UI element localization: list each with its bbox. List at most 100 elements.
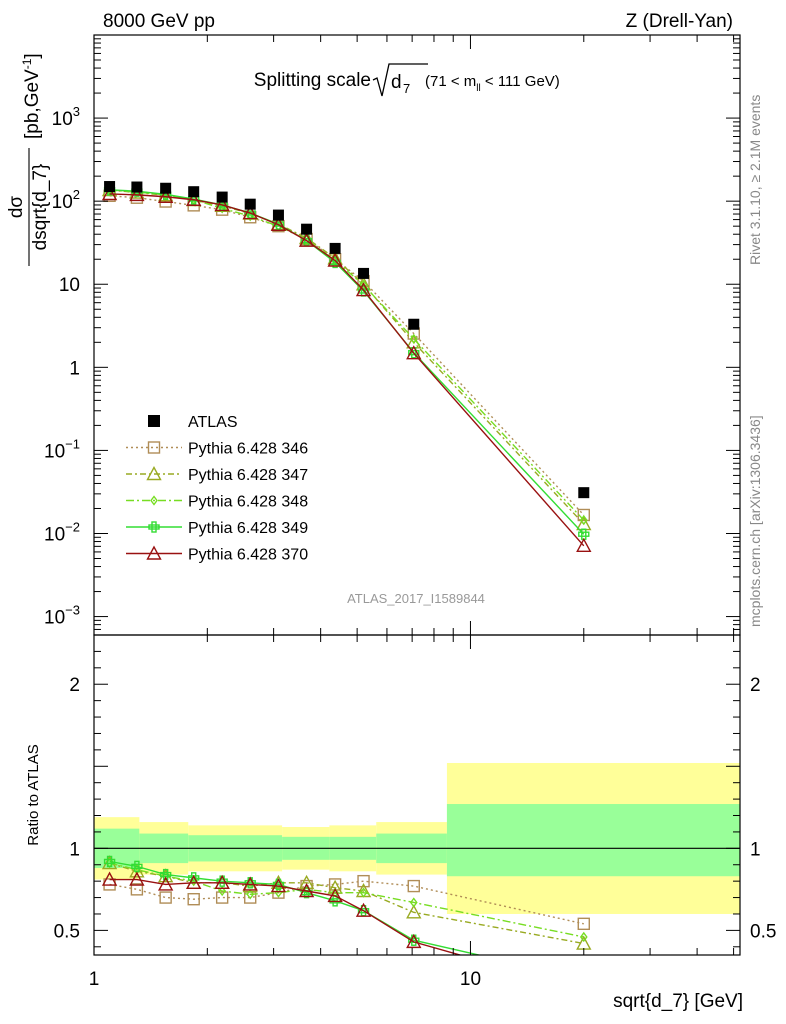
y-label-denominator: dsqrt{d_7} <box>30 164 51 251</box>
ratio-marker-series-2-pt-5 <box>246 889 255 900</box>
main-marker-series-3-pt-10-h <box>408 349 420 356</box>
atlas-point-11 <box>578 487 590 499</box>
main-marker-series-4-pt-8 <box>327 252 343 267</box>
main-y-tick-mantissa-4: 10 <box>59 275 80 296</box>
atlas-point-0 <box>104 181 116 193</box>
main-y-tick-exponent-5: 2 <box>73 187 80 202</box>
ratio-marker-series-4-pt-8 <box>327 887 343 903</box>
y-label-units-exponent: -1 <box>20 58 34 69</box>
title-main: Splitting scale <box>254 70 371 91</box>
main-marker-series-4-pt-9 <box>355 282 372 297</box>
ratio-band-1sigma-6 <box>446 804 740 877</box>
atlas-point-2 <box>160 182 172 194</box>
ratio-marker-series-4-pt-4 <box>214 874 230 889</box>
ratio-marker-series-0-pt-4 <box>215 891 229 904</box>
ratio-marker-series-0-pt-10 <box>407 879 420 893</box>
main-y-tick-mantissa-6: 10 <box>52 109 73 130</box>
main-y-tick-mantissa-1: 10 <box>44 524 65 545</box>
sqrt-sign <box>372 63 428 97</box>
mcplots-reference: mcplots.cern.ch [arXiv:1306.3436] <box>747 415 763 627</box>
ratio-marker-series-3-pt-0 <box>103 855 116 868</box>
main-marker-series-2-pt-11 <box>579 514 588 526</box>
ratio-y-tick-labels: 0.5 0.5 1 1 2 2 <box>54 675 777 942</box>
ratio-y-tick-label-left-0: 0.5 <box>54 921 80 942</box>
main-y-tick-mantissa-2: 10 <box>44 441 65 462</box>
main-y-tick-label-1: 10−2 <box>44 519 80 545</box>
x-axis-label: sqrt{d_7} [GeV] <box>613 991 743 1012</box>
main-marker-series-3-pt-5-h <box>244 210 256 216</box>
legend-marker-0 <box>147 441 161 454</box>
atlas-point-10 <box>408 318 420 330</box>
ratio-marker-series-2-pt-10 <box>409 897 418 908</box>
main-y-tick-mantissa-0: 10 <box>44 608 65 629</box>
plot-title: Splitting scale d 7 (71 < mll < 111 GeV) <box>254 63 560 97</box>
ratio-marker-series-0-pt-9 <box>357 874 370 888</box>
main-line-series-0 <box>109 195 585 516</box>
atlas-point-6 <box>272 209 284 221</box>
title-symbol-sub: 7 <box>403 81 410 96</box>
y-label-units-end: ] <box>22 53 43 58</box>
ratio-marker-series-3-pt-0-v <box>106 855 113 868</box>
ratio-marker-series-4-pt-9 <box>355 902 372 917</box>
main-marker-series-4-pt-10 <box>406 345 422 360</box>
main-marker-series-3-pt-11-h <box>578 531 590 537</box>
collision-label: 8000 GeV pp <box>103 11 215 32</box>
y-label-units: [pb,GeV-1] <box>20 53 43 139</box>
main-panel-frame <box>93 34 741 636</box>
legend-label-0: Pythia 6.428 346 <box>188 441 308 458</box>
ratio-marker-series-3-pt-2-v <box>162 868 169 881</box>
x-tick-label-1: 10 <box>460 969 481 990</box>
ratio-panel-frame <box>93 634 741 956</box>
ratio-series <box>101 855 592 955</box>
atlas-data-points <box>104 181 590 499</box>
main-marker-series-3-pt-6-h <box>272 221 285 227</box>
atlas-point-4 <box>216 191 228 203</box>
y-label-numerator: dσ <box>6 196 27 219</box>
ratio-y-tick-label-right-1: 1 <box>750 839 761 860</box>
legend-marker-3-h <box>148 524 160 530</box>
ratio-marker-series-0-pt-1 <box>130 883 144 896</box>
legend-label-4: Pythia 6.428 370 <box>188 547 308 564</box>
analysis-id: ATLAS_2017_I1589844 <box>347 591 485 606</box>
main-y-tick-label-3: 1 <box>69 358 80 379</box>
atlas-point-5 <box>244 198 256 210</box>
main-marker-series-3-pt-7-h <box>300 237 313 244</box>
legend-marker-3-v <box>151 521 157 533</box>
title-cut: (71 < mll < 111 GeV) <box>425 73 560 94</box>
main-marker-series-4-pt-0 <box>101 186 118 201</box>
ratio-marker-series-3-pt-1-h <box>131 863 143 870</box>
ratio-marker-series-4-pt-3 <box>186 874 202 889</box>
ratio-marker-series-1-pt-10 <box>406 904 422 919</box>
ratio-marker-series-4-pt-5 <box>242 876 258 891</box>
ratio-marker-series-2-pt-11 <box>579 931 588 943</box>
ratio-marker-series-0-pt-2 <box>159 891 172 904</box>
ratio-marker-series-2-pt-9 <box>359 887 368 898</box>
title-cut-a: (71 < m <box>425 73 476 90</box>
ratio-marker-series-4-pt-2 <box>157 876 174 891</box>
main-y-tick-mantissa-3: 1 <box>69 358 80 379</box>
main-line-series-2 <box>109 189 585 521</box>
ratio-marker-series-2-pt-4 <box>218 885 227 897</box>
atlas-point-9 <box>358 267 370 279</box>
ratio-marker-series-4-pt-1 <box>129 871 145 886</box>
legend-marker-3 <box>148 521 160 533</box>
main-line-series-4 <box>109 193 585 547</box>
legend-label-2: Pythia 6.428 348 <box>188 494 308 511</box>
main-line-series-3 <box>109 189 585 535</box>
ratio-marker-series-0-pt-3 <box>187 893 200 906</box>
atlas-point-3 <box>188 186 200 198</box>
atlas-point-1 <box>131 181 143 193</box>
main-marker-series-3-pt-4-h <box>216 202 228 208</box>
x-tick-labels: 1 10 <box>89 969 481 990</box>
main-y-axis-label: dσ dsqrt{d_7} [pb,GeV-1] <box>6 53 51 266</box>
rivet-version: Rivet 3.1.10, ≥ 2.1M events <box>747 95 763 265</box>
title-cut-b: < 111 GeV) <box>481 73 560 90</box>
main-marker-series-4-pt-1 <box>129 186 145 202</box>
legend-marker-atlas <box>148 415 160 427</box>
ratio-y-axis-label: Ratio to ATLAS <box>25 744 42 845</box>
main-y-tick-exponent-0: −3 <box>65 603 80 618</box>
main-y-tick-label-2: 10−1 <box>44 436 80 462</box>
main-marker-series-4-pt-4 <box>214 196 230 212</box>
